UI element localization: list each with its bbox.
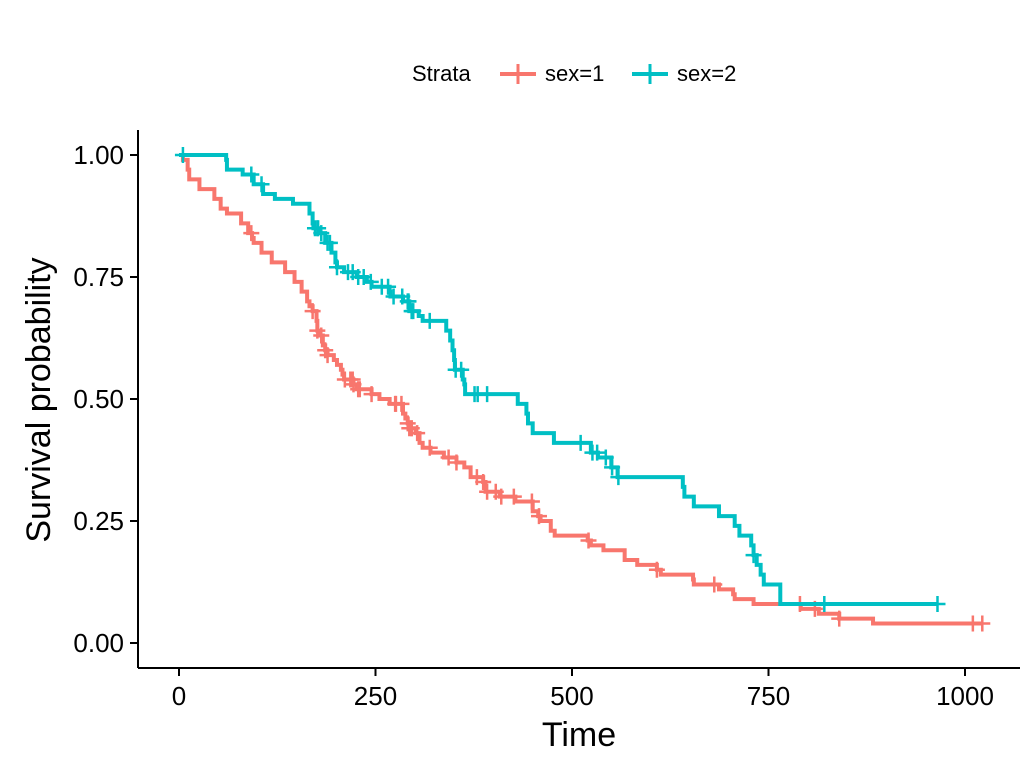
censor-mark-sex-1 [648,561,665,578]
x-tick-label: 750 [747,681,790,711]
series-sex-1 [179,153,991,632]
y-axis-ticks: 0.00 0.25 0.50 0.75 1.00 [73,140,138,658]
censor-mark-sex-1 [313,327,330,344]
y-axis-title: Survival probability [20,257,58,542]
censor-mark-sex-1 [421,439,438,456]
censor-mark-sex-1 [974,615,991,632]
x-tick-label: 1000 [936,681,994,711]
censor-mark-sex-1 [319,347,336,364]
censor-mark-sex-2 [321,234,338,251]
censor-mark-sex-1 [448,454,465,471]
survival-line-sex-2 [179,153,938,606]
y-tick-label: 1.00 [73,140,124,170]
censor-mark-sex-1 [409,425,426,442]
censor-mark-sex-1 [530,508,547,525]
censor-mark-sex-1 [831,610,848,627]
y-tick-label: 0.75 [73,262,124,292]
censor-mark-sex-2 [380,278,397,295]
plot-area [174,147,991,632]
x-axis-ticks: 0 250 500 750 1000 [172,668,994,711]
survival-line-sex-1 [179,153,983,626]
y-tick-label: 0.25 [73,506,124,536]
x-tick-label: 500 [550,681,593,711]
x-axis-title: Time [542,716,616,754]
legend-item-sex-1: sex=1 [500,61,604,86]
censor-mark-sex-2 [174,147,191,163]
censor-mark-sex-2 [405,303,422,320]
censor-mark-sex-1 [475,473,492,490]
censor-mark-sex-1 [580,532,597,549]
y-tick-label: 0.50 [73,384,124,414]
x-tick-label: 0 [172,681,186,711]
censor-mark-sex-2 [421,312,438,329]
censor-mark-sex-1 [363,386,380,403]
censor-mark-sex-1 [393,395,410,412]
censor-mark-sex-1 [304,303,321,320]
censor-mark-sex-2 [610,469,627,486]
censor-mark-sex-2 [816,595,833,612]
censor-mark-sex-2 [604,459,621,476]
censor-mark-sex-2 [745,547,762,564]
censor-mark-sex-2 [929,595,946,612]
series-sex-2 [174,147,946,612]
censor-mark-sex-1 [243,225,260,242]
censor-mark-sex-2 [313,225,330,242]
censor-mark-sex-2 [243,166,260,183]
censor-mark-sex-2 [253,176,270,193]
censor-mark-sex-1 [351,381,368,398]
y-tick-label: 0.00 [73,628,124,658]
legend-item-sex-2: sex=2 [632,61,736,86]
censor-mark-sex-1 [505,488,522,505]
legend-title: Strata [412,61,471,86]
legend-label-sex-2: sex=2 [677,61,736,86]
censor-mark-sex-2 [400,293,417,310]
censor-mark-sex-2 [597,449,614,466]
censor-mark-sex-2 [328,259,345,276]
censor-mark-sex-1 [523,493,540,510]
censor-mark-sex-1 [706,576,723,593]
legend-label-sex-1: sex=1 [545,61,604,86]
censor-mark-sex-2 [479,386,496,403]
censor-mark-sex-2 [453,361,470,378]
legend: Strata sex=1 sex=2 [412,61,736,86]
censor-mark-sex-2 [589,444,606,461]
censor-mark-sex-2 [362,273,379,290]
x-tick-label: 250 [354,681,397,711]
censor-mark-sex-2 [572,434,589,451]
